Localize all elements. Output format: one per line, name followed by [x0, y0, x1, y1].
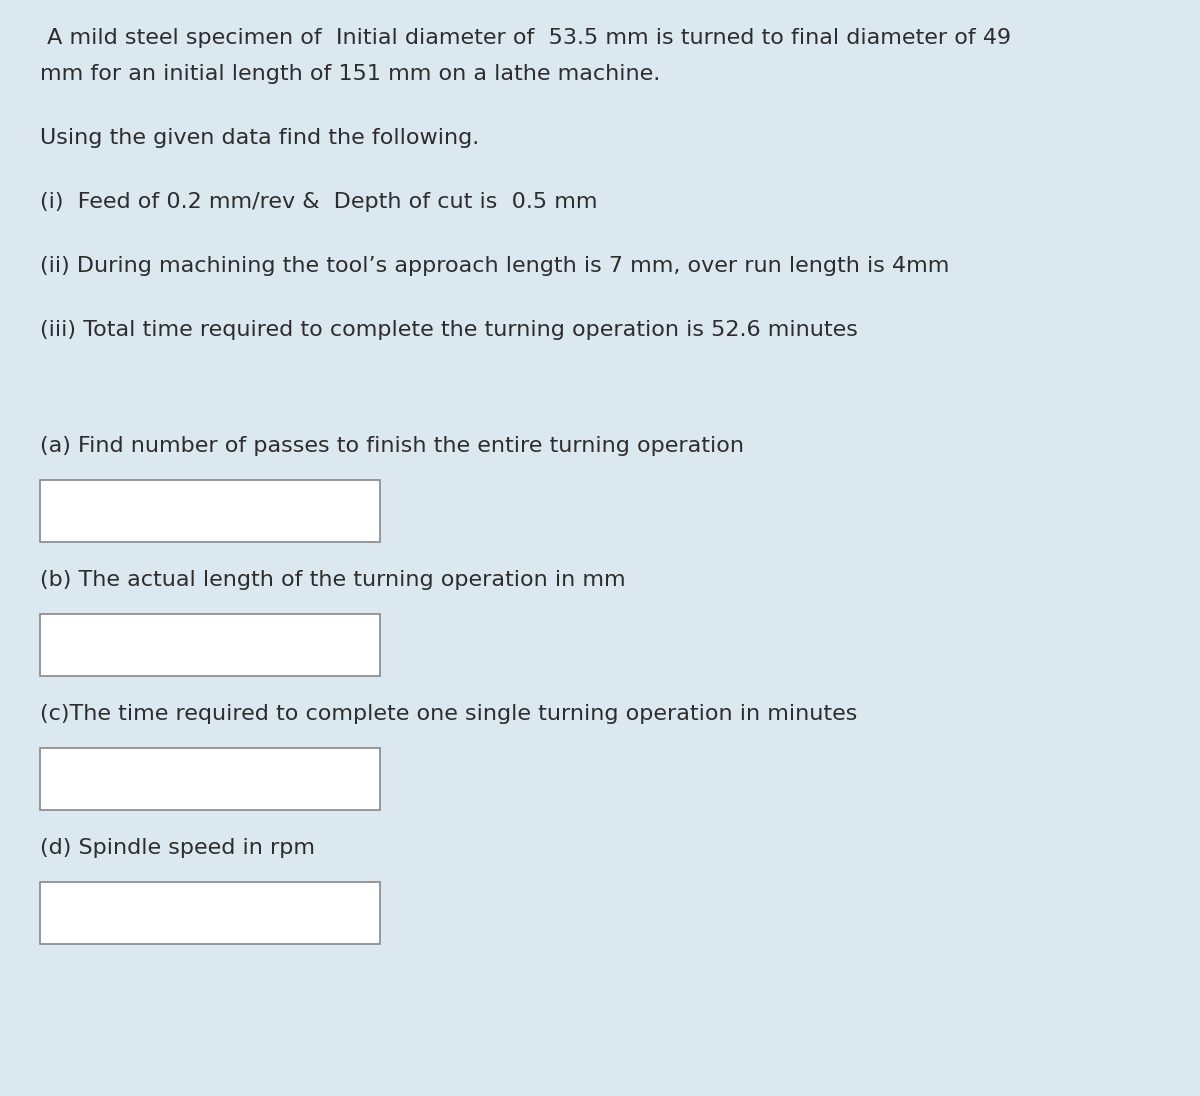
Text: Using the given data find the following.: Using the given data find the following.: [40, 128, 479, 148]
Text: mm for an initial length of 151 mm on a lathe machine.: mm for an initial length of 151 mm on a …: [40, 64, 660, 84]
Text: (b) The actual length of the turning operation in mm: (b) The actual length of the turning ope…: [40, 570, 625, 590]
Text: A mild steel specimen of  Initial diameter of  53.5 mm is turned to final diamet: A mild steel specimen of Initial diamete…: [40, 28, 1012, 48]
Text: (iii) Total time required to complete the turning operation is 52.6 minutes: (iii) Total time required to complete th…: [40, 320, 858, 340]
FancyBboxPatch shape: [40, 747, 380, 810]
Text: (i)  Feed of 0.2 mm/rev &  Depth of cut is  0.5 mm: (i) Feed of 0.2 mm/rev & Depth of cut is…: [40, 192, 598, 212]
FancyBboxPatch shape: [40, 480, 380, 543]
Text: (ii) During machining the tool’s approach length is 7 mm, over run length is 4mm: (ii) During machining the tool’s approac…: [40, 256, 949, 276]
Text: (a) Find number of passes to finish the entire turning operation: (a) Find number of passes to finish the …: [40, 436, 744, 456]
Text: (c)The time required to complete one single turning operation in minutes: (c)The time required to complete one sin…: [40, 704, 857, 724]
Text: (d) Spindle speed in rpm: (d) Spindle speed in rpm: [40, 838, 314, 858]
FancyBboxPatch shape: [40, 882, 380, 944]
FancyBboxPatch shape: [40, 614, 380, 676]
